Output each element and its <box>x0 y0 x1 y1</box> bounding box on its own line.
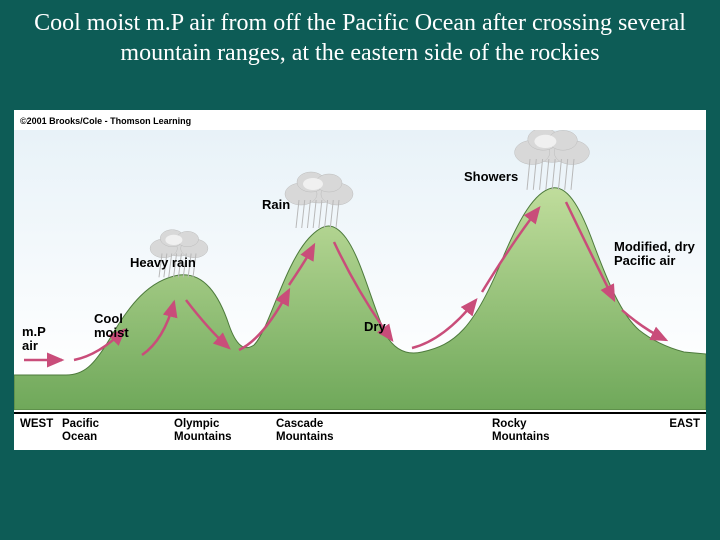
label-heavy-rain: Heavy rain <box>130 256 196 270</box>
diagram-container: ©2001 Brooks/Cole - Thomson Learning <box>14 110 706 450</box>
slide-title: Cool moist m.P air from off the Pacific … <box>0 0 720 74</box>
footer-location: PacificOcean <box>62 418 99 444</box>
label-dry: Dry <box>364 320 386 334</box>
footer-bar: WEST EAST PacificOcean OlympicMountains Ca… <box>14 412 706 450</box>
copyright-text: ©2001 Brooks/Cole - Thomson Learning <box>20 116 191 126</box>
footer-west: WEST <box>20 418 53 431</box>
footer-location: RockyMountains <box>492 418 550 444</box>
label-cool-moist: Coolmoist <box>94 312 129 341</box>
label-mp-air: m.Pair <box>22 325 46 354</box>
label-rain: Rain <box>262 198 290 212</box>
label-showers: Showers <box>464 170 518 184</box>
footer-location: OlympicMountains <box>174 418 232 444</box>
terrain-svg <box>14 130 706 410</box>
footer-east: EAST <box>669 418 700 431</box>
footer-location: CascadeMountains <box>276 418 334 444</box>
terrain-svg-wrap <box>14 130 706 410</box>
label-modified: Modified, dryPacific air <box>614 240 695 269</box>
